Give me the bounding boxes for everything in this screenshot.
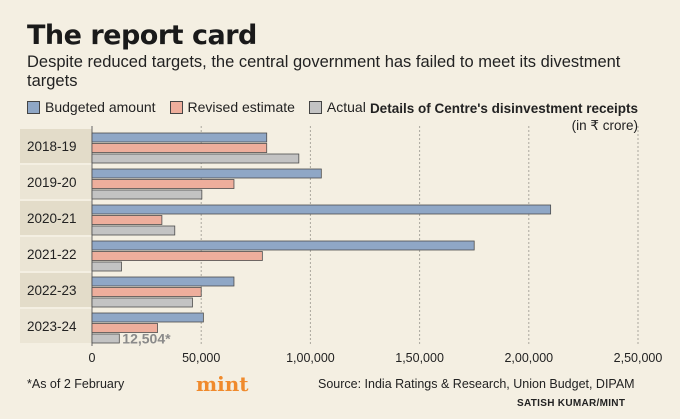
category-label: 2018-19 xyxy=(27,139,77,154)
bar xyxy=(91,312,204,323)
bar xyxy=(91,333,120,344)
bar xyxy=(91,323,158,333)
category-label: 2021-22 xyxy=(27,247,77,262)
category-label: 2022-23 xyxy=(27,283,77,298)
category-band xyxy=(20,165,92,199)
legend: Budgeted amount Revised estimate Actual xyxy=(27,99,366,115)
legend-label-revised: Revised estimate xyxy=(187,99,295,115)
brand-logo: mint xyxy=(196,372,249,396)
credit: SATISH KUMAR/MINT xyxy=(517,398,626,409)
category-band xyxy=(20,273,92,307)
category-label: 2023-24 xyxy=(27,319,77,334)
bar xyxy=(91,153,300,164)
legend-item-actual: Actual xyxy=(308,99,366,115)
bar xyxy=(91,132,268,143)
bar xyxy=(91,179,235,189)
details-title: Details of Centre's disinvestment receip… xyxy=(369,101,638,116)
bar xyxy=(91,189,203,200)
category-band xyxy=(20,129,92,163)
category-band xyxy=(20,237,92,271)
legend-label-actual: Actual xyxy=(326,99,366,115)
bar xyxy=(91,276,235,287)
bar xyxy=(91,240,475,251)
bar xyxy=(91,261,122,272)
bar xyxy=(91,143,268,153)
category-band xyxy=(20,309,92,343)
legend-item-revised: Revised estimate xyxy=(169,99,295,115)
chart-title: The report card xyxy=(27,20,257,51)
x-tick-label: 2,50,000 xyxy=(614,351,663,365)
chart-details: Details of Centre's disinvestment receip… xyxy=(370,100,638,134)
bar xyxy=(91,225,176,236)
bar xyxy=(91,287,202,297)
legend-label-budgeted: Budgeted amount xyxy=(45,99,156,115)
legend-swatch-budgeted xyxy=(27,100,40,114)
x-tick-label: 0 xyxy=(89,351,96,365)
x-tick-label: 1,50,000 xyxy=(395,351,444,365)
bar xyxy=(91,204,552,215)
legend-item-budgeted: Budgeted amount xyxy=(27,99,156,115)
x-tick-label: 2,00,000 xyxy=(504,351,553,365)
bar xyxy=(91,215,163,225)
x-tick-label: 1,00,000 xyxy=(286,351,335,365)
details-unit: (in ₹ crore) xyxy=(571,118,638,133)
chart-subtitle: Despite reduced targets, the central gov… xyxy=(27,53,621,90)
bar xyxy=(91,297,193,308)
legend-swatch-revised xyxy=(169,100,183,114)
category-band xyxy=(20,201,92,235)
category-label: 2019-20 xyxy=(27,175,77,190)
footnote: *As of 2 February xyxy=(27,377,125,391)
bar xyxy=(91,251,263,261)
bar xyxy=(91,168,322,179)
source-note: Source: India Ratings & Research, Union … xyxy=(318,377,635,391)
legend-swatch-actual xyxy=(308,100,322,114)
x-tick-label: 50,000 xyxy=(182,351,220,365)
category-label: 2020-21 xyxy=(27,211,77,226)
data-label: 12,504* xyxy=(122,331,171,347)
